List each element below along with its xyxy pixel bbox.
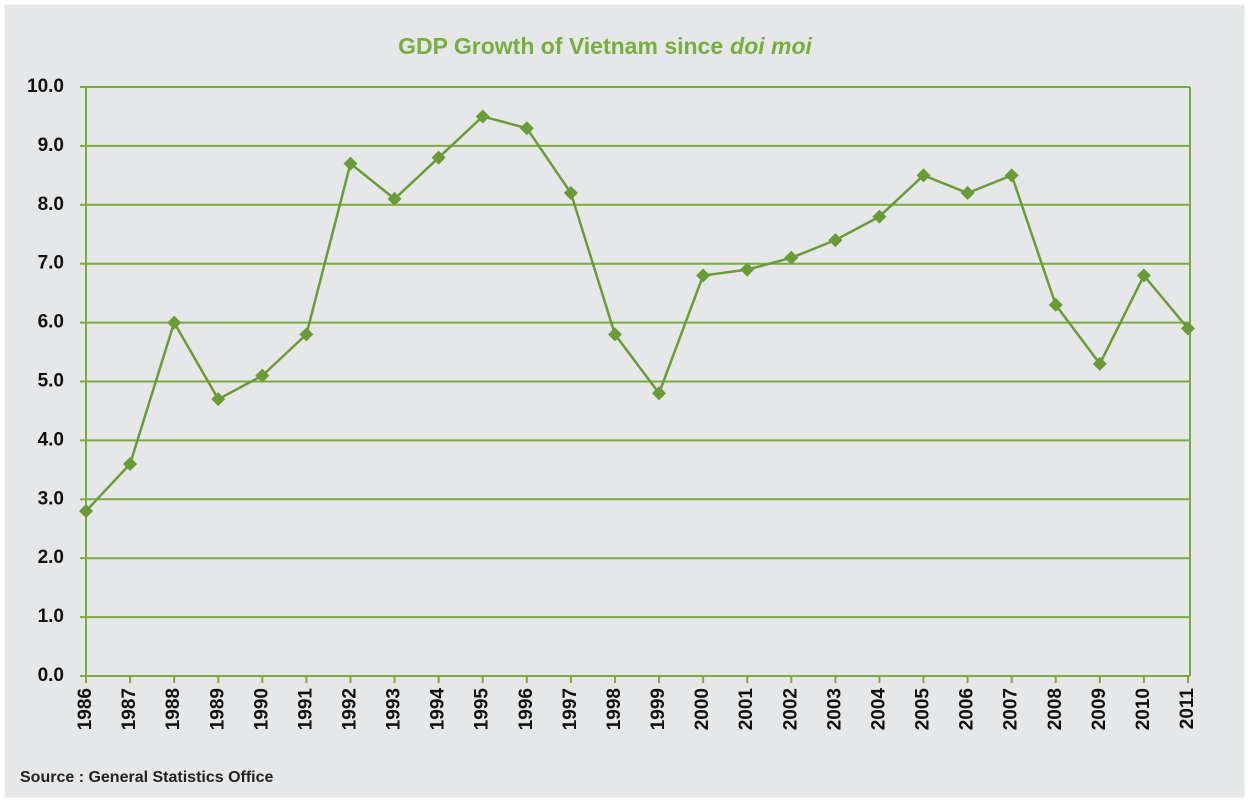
x-tick-label: 2001 [736,688,757,731]
source-note: Source : General Statistics Office [20,769,274,786]
data-point [431,150,446,165]
data-point [872,209,887,224]
data-point [696,268,711,283]
data-point [343,156,358,171]
data-line [85,115,1189,512]
x-tick-label: 1998 [604,688,625,730]
x-tick-label: 1990 [251,688,272,730]
y-tick-label: 7.0 [38,253,64,274]
data-point [1181,321,1195,336]
y-tick-label: 2.0 [38,547,64,568]
data-point [1048,297,1063,312]
data-point [652,386,667,401]
data-point [563,186,578,201]
data-point [255,368,270,383]
data-point [79,504,93,519]
data-point [1092,356,1107,371]
y-tick-label: 5.0 [38,371,64,392]
chart-title-emphasis: doi moi [730,33,812,59]
x-tick-label: 2007 [1001,688,1022,730]
data-point [916,168,931,183]
y-tick-label: 1.0 [38,606,64,627]
y-tick-label: 6.0 [38,312,64,333]
data-point [387,191,402,206]
y-tick-label: 10.0 [27,76,64,97]
x-tick-label: 2005 [913,688,934,731]
data-point [960,186,975,201]
data-point [784,250,799,265]
y-tick-label: 9.0 [38,135,64,156]
data-point [519,121,534,136]
x-tick-label: 1986 [75,688,96,730]
x-tick-label: 1988 [163,688,184,730]
data-point [1004,168,1019,183]
y-tick-label: 3.0 [38,488,64,509]
x-tick-label: 2003 [824,688,845,730]
chart-title-main: GDP Growth of Vietnam since [398,33,723,59]
x-tick-label: 2002 [780,688,801,730]
x-tick-label: 2000 [692,688,713,730]
chart-title: GDP Growth of Vietnam since doi moi [398,33,812,59]
data-point [299,327,314,342]
x-tick-label: 1992 [339,688,360,730]
x-tick-label: 1991 [295,688,316,731]
x-tick-label: 1989 [207,688,228,730]
x-tick-label: 1997 [560,688,581,730]
y-tick-label: 8.0 [38,194,64,215]
x-tick-label: 2009 [1089,688,1110,730]
data-point [211,392,226,407]
x-tick-label: 2004 [868,688,889,731]
x-tick-label: 1999 [648,688,669,730]
y-tick-label: 4.0 [38,429,64,450]
x-tick-label: 1995 [472,688,493,731]
x-tick-label: 1987 [119,688,140,730]
x-tick-label: 1996 [516,688,537,730]
data-point [1136,268,1151,283]
data-point [607,327,622,342]
x-tick-label: 1993 [384,688,405,730]
data-point [167,315,182,330]
x-tick-label: 1994 [428,688,449,731]
x-tick-label: 2006 [957,688,978,730]
data-point [828,233,843,248]
x-tick-label: 2011 [1177,688,1198,730]
x-tick-label: 2010 [1133,688,1154,730]
data-point [123,456,138,471]
y-tick-label: 0.0 [38,665,64,686]
data-point [740,262,755,277]
x-tick-label: 2008 [1045,688,1066,730]
data-point [475,109,490,124]
